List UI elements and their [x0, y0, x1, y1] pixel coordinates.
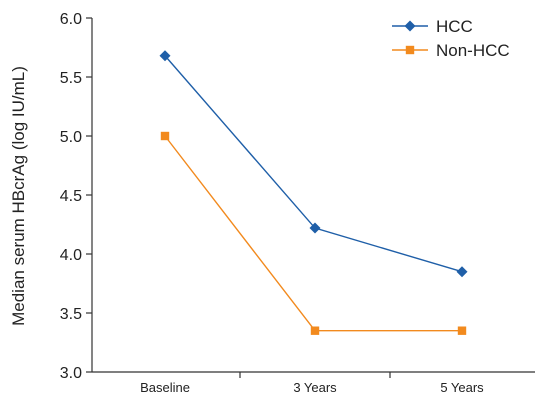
series-non-hcc: [160, 131, 467, 335]
y-tick-label: 4.5: [60, 188, 82, 205]
y-tick-label: 6.0: [60, 11, 82, 28]
x-axis-ticks: Baseline 3 Years 5 Years: [140, 372, 484, 395]
data-point: [160, 131, 170, 141]
y-tick-label: 3.0: [60, 365, 82, 382]
data-point: [159, 50, 171, 62]
legend-item: HCC: [392, 17, 473, 36]
legend-marker: [404, 20, 416, 32]
legend-label: Non-HCC: [436, 41, 510, 60]
axes: [91, 18, 535, 373]
legend-marker: [405, 45, 415, 55]
y-tick-label: 5.0: [60, 129, 82, 146]
x-tick-label: 5 Years: [440, 380, 484, 395]
y-axis-ticks: 3.0 3.5 4.0 4.5 5.0 5.5 6.0: [60, 11, 92, 382]
legend: HCC Non-HCC: [392, 17, 510, 60]
series-line: [164, 55, 463, 273]
y-tick-label: 3.5: [60, 306, 82, 323]
data-point: [457, 326, 467, 335]
y-tick-label: 5.5: [60, 70, 82, 87]
series-layer: [159, 50, 468, 335]
y-tick-label: 4.0: [60, 247, 82, 264]
series-hcc: [159, 50, 468, 278]
data-point: [456, 266, 468, 278]
legend-item: Non-HCC: [392, 41, 510, 60]
x-tick-label: 3 Years: [293, 380, 337, 395]
series-line: [164, 135, 462, 332]
data-point: [310, 326, 320, 335]
y-axis-title: Median serum HBcrAg (log IU/mL): [9, 66, 28, 326]
legend-label: HCC: [436, 17, 473, 36]
x-tick-label: Baseline: [140, 380, 190, 395]
data-point: [309, 222, 321, 234]
